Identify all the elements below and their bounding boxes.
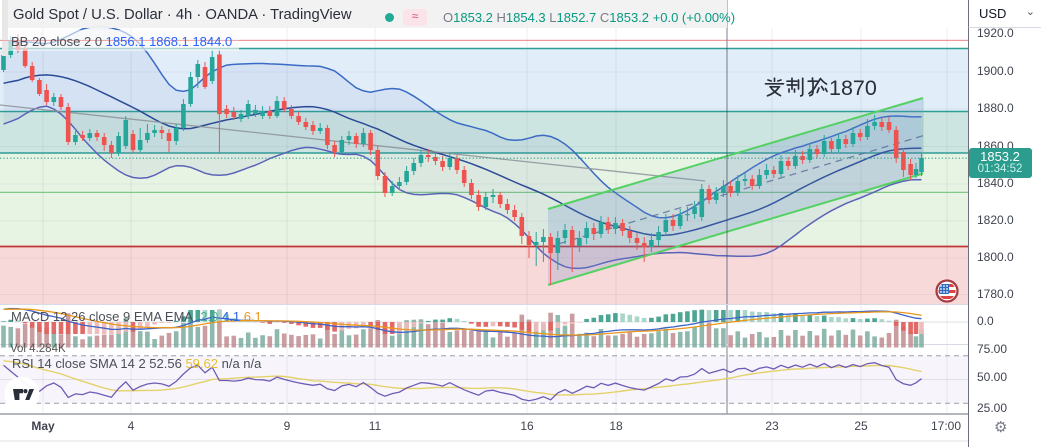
svg-text:1870: 1870 bbox=[829, 76, 877, 100]
